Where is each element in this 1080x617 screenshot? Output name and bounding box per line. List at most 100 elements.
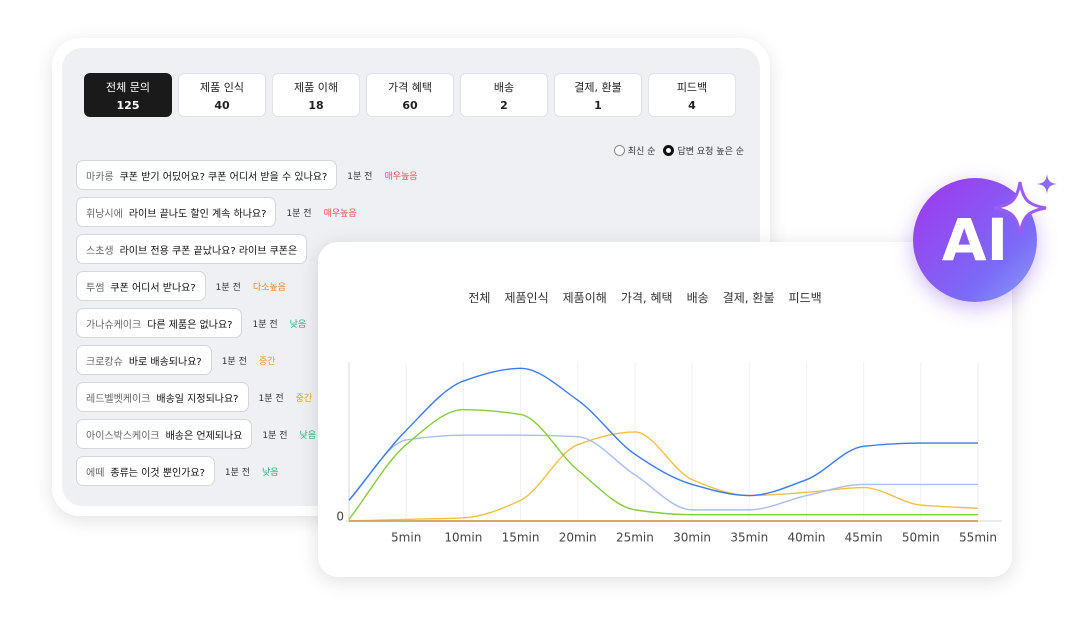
tab-count: 40 bbox=[214, 98, 230, 112]
time: 1분 전 bbox=[258, 393, 284, 404]
legend-item: 배송 bbox=[687, 289, 709, 306]
user-name: 크로캉슈 bbox=[86, 356, 123, 368]
legend-label: 피드백 bbox=[788, 291, 822, 305]
series-line bbox=[348, 367, 978, 501]
question-row: 레드벨벳케이크 배송일 지정되나요? 1분 전 중간 bbox=[76, 382, 312, 412]
sort-option[interactable]: 답변 요청 높은 순 bbox=[663, 144, 744, 157]
tab-label: 가격 혜택 bbox=[388, 80, 432, 94]
question-pill: 크로캉슈 바로 배송되나요? bbox=[76, 345, 212, 375]
legend-label: 결제, 환불 bbox=[722, 291, 775, 305]
user-name: 스초생 bbox=[86, 245, 114, 257]
chart-card: 5min 10min 15min 20min 25min 30min 35min 40min 4… bbox=[318, 242, 1012, 577]
question-row: 휘낭시에 라이브 끝나도 할인 계속 하나요? 1분 전 매우높음 bbox=[76, 197, 357, 227]
chart: 5min 10min 15min 20min 25min 30min 35min 40min 4… bbox=[336, 362, 1002, 545]
question-text: 쿠폰 받기 어딨어요? 쿠폰 어디서 받을 수 있나요? bbox=[119, 171, 328, 183]
x-tick-label: 45min bbox=[845, 531, 883, 545]
question-row: 아이스박스케이크 배송은 언제되나요 1분 전 낮음 bbox=[76, 419, 316, 449]
question-row: 에떼 종류는 이것 뿐인가요? 1분 전 낮음 bbox=[76, 456, 279, 486]
legend-item: 결제, 환불 bbox=[723, 289, 775, 306]
question-row: 가나슈케이크 다른 제품은 없나요? 1분 전 낮음 bbox=[76, 308, 306, 338]
x-tick-label: 30min bbox=[673, 531, 711, 545]
user-name: 휘낭시에 bbox=[86, 208, 123, 220]
user-name: 마카롱 bbox=[86, 171, 114, 183]
priority: 낮음 bbox=[262, 467, 279, 478]
radio bbox=[613, 145, 625, 156]
tab-count: 1 bbox=[594, 98, 602, 112]
tab-count: 2 bbox=[500, 98, 508, 112]
sort-options: 최신 순 답변 요청 높은 순 bbox=[613, 144, 744, 157]
tab[interactable]: 전체 문의 125 bbox=[84, 73, 172, 117]
legend-label: 배송 bbox=[686, 291, 709, 305]
time: 1분 전 bbox=[252, 319, 278, 330]
user-name: 투썸 bbox=[86, 282, 105, 294]
ai-badge: AI bbox=[913, 178, 1037, 302]
question-text: 라이브 끝나도 할인 계속 하나요? bbox=[128, 208, 267, 220]
legend-label: 제품인식 bbox=[504, 291, 549, 305]
legend-item: 전체 bbox=[468, 289, 490, 306]
tab[interactable]: 제품 인식 40 bbox=[178, 73, 266, 117]
tab[interactable]: 가격 혜택 60 bbox=[366, 73, 454, 117]
tab[interactable]: 결제, 환불 1 bbox=[554, 73, 642, 117]
priority: 낮음 bbox=[299, 430, 317, 441]
sparkle-big bbox=[993, 181, 1047, 235]
question-row: 크로캉슈 바로 배송되나요? 1분 전 중간 bbox=[76, 345, 275, 375]
tab-count: 60 bbox=[402, 98, 418, 112]
question-row: 투썸 쿠폰 어디서 받나요? 1분 전 다소높음 bbox=[76, 271, 286, 301]
tab-count: 18 bbox=[308, 98, 324, 112]
user-name: 레드벨벳케이크 bbox=[86, 393, 151, 405]
series-line bbox=[348, 431, 979, 522]
question-text: 라이브 전용 쿠폰 끝났나요? 라이브 쿠폰은 bbox=[119, 245, 298, 257]
question-pill: 휘낭시에 라이브 끝나도 할인 계속 하나요? bbox=[76, 197, 277, 227]
tabs: 전체 문의 125 제품 인식 40 제품 이해 18 가격 혜택 60 배송 2 결제, 환불 1 피… bbox=[84, 73, 736, 117]
x-tick-label: 25min bbox=[616, 531, 654, 545]
priority: 낮음 bbox=[289, 319, 307, 330]
series-line bbox=[348, 408, 978, 520]
radio bbox=[663, 145, 675, 156]
x-tick-label: 5min bbox=[391, 531, 421, 545]
x-tick-label: 10min bbox=[444, 531, 482, 545]
tab-label: 결제, 환불 bbox=[574, 80, 622, 94]
tab[interactable]: 제품 이해 18 bbox=[272, 73, 360, 117]
tab-count: 125 bbox=[116, 98, 140, 112]
sort-option[interactable]: 최신 순 bbox=[613, 144, 655, 157]
priority: 매우높음 bbox=[384, 171, 418, 182]
priority: 중간 bbox=[258, 356, 276, 367]
time: 1분 전 bbox=[347, 171, 373, 182]
question-pill: 레드벨벳케이크 배송일 지정되나요? bbox=[76, 382, 249, 412]
user-name: 아이스박스케이크 bbox=[86, 430, 160, 442]
question-pill: 가나슈케이크 다른 제품은 없나요? bbox=[76, 308, 243, 338]
legend: 전체 제품인식 제품이해 가격, 혜택 배송 결제, 환불 피드백 bbox=[318, 289, 1012, 306]
legend-item: 제품이해 bbox=[563, 289, 607, 306]
x-tick-label: 35min bbox=[730, 531, 768, 545]
y-tick-label: 0 bbox=[336, 510, 344, 524]
question-text: 바로 배송되나요? bbox=[128, 356, 202, 368]
x-tick-label: 40min bbox=[788, 531, 826, 545]
tab-label: 제품 이해 bbox=[294, 80, 338, 94]
legend-item: 제품인식 bbox=[504, 289, 548, 306]
tab[interactable]: 피드백 4 bbox=[648, 73, 736, 117]
x-tick-label: 20min bbox=[559, 531, 597, 545]
question-text: 다른 제품은 없나요? bbox=[147, 319, 233, 331]
sparkles bbox=[993, 174, 1057, 235]
question-pill: 에떼 종류는 이것 뿐인가요? bbox=[76, 456, 215, 486]
question-row: 스초생 라이브 전용 쿠폰 끝났나요? 라이브 쿠폰은 bbox=[76, 234, 308, 264]
legend-label: 제품이해 bbox=[562, 291, 607, 305]
legend-item: 가격, 혜택 bbox=[621, 289, 673, 306]
tab-label: 피드백 bbox=[676, 80, 708, 94]
legend-label: 가격, 혜택 bbox=[620, 291, 673, 305]
question-pill: 스초생 라이브 전용 쿠폰 끝났나요? 라이브 쿠폰은 bbox=[76, 234, 308, 264]
tab-label: 전체 문의 bbox=[106, 80, 150, 94]
tab-label: 제품 인식 bbox=[200, 80, 244, 94]
question-pill: 마카롱 쿠폰 받기 어딨어요? 쿠폰 어디서 받을 수 있나요? bbox=[76, 160, 338, 190]
question-pill: 아이스박스케이크 배송은 언제되나요 bbox=[76, 419, 253, 449]
legend-label: 전체 bbox=[468, 291, 491, 305]
tab-count: 4 bbox=[688, 98, 696, 112]
time: 1분 전 bbox=[286, 208, 312, 219]
priority: 중간 bbox=[295, 393, 313, 404]
legend-item: 피드백 bbox=[789, 289, 822, 306]
question-row: 마카롱 쿠폰 받기 어딨어요? 쿠폰 어디서 받을 수 있나요? 1분 전 매우높음 bbox=[76, 160, 418, 190]
x-tick-label: 50min bbox=[902, 531, 940, 545]
x-tick-label: 55min bbox=[959, 531, 997, 545]
sort-label: 답변 요청 높은 순 bbox=[677, 147, 744, 157]
tab[interactable]: 배송 2 bbox=[460, 73, 548, 117]
